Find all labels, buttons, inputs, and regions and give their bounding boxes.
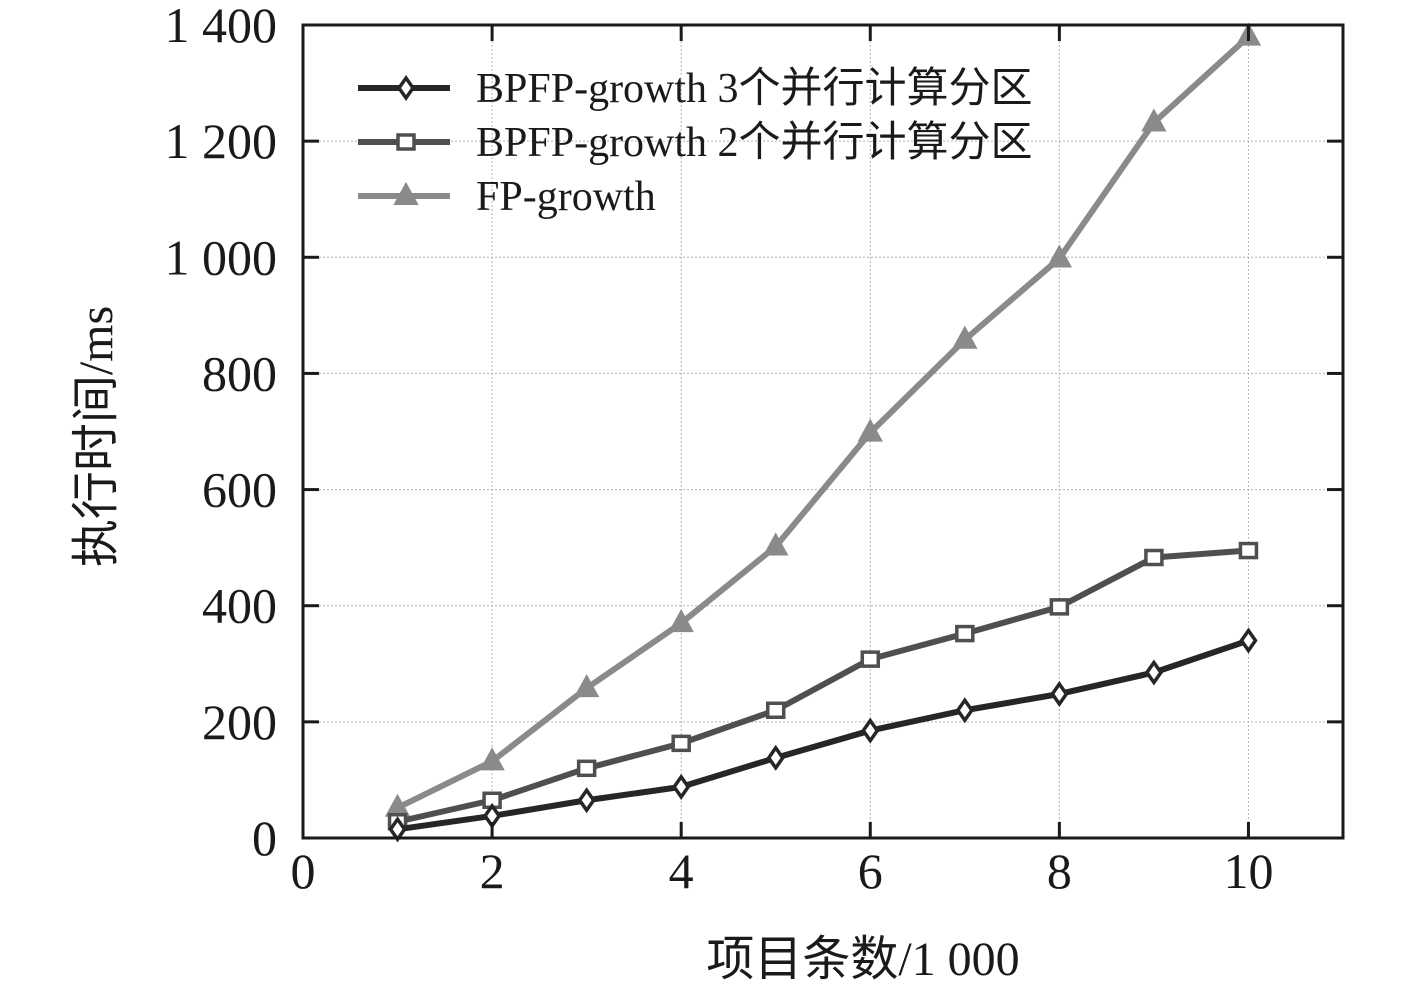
plot-frame <box>301 23 1345 840</box>
legend-label: BPFP-growth 3个并行计算分区 <box>476 66 1033 112</box>
data-point <box>577 787 596 814</box>
data-point <box>857 418 883 442</box>
data-point <box>1050 680 1069 708</box>
data-point <box>766 744 785 771</box>
x-tick-label: 4 <box>669 843 694 899</box>
data-point <box>955 697 974 724</box>
data-point <box>1141 108 1167 132</box>
data-point <box>952 325 978 349</box>
data-point <box>763 532 789 556</box>
y-tick-label: 1 200 <box>165 113 278 169</box>
axis-tick-labels: 0 2 4 6 8 10 0 200 400 600 800 1 000 1 200 1 400 <box>165 0 1274 899</box>
x-tick-label: 10 <box>1223 843 1273 899</box>
x-tick-label: 2 <box>480 843 505 899</box>
data-point <box>1239 627 1258 654</box>
x-axis-label: 项目条数/1 000 <box>706 933 1019 986</box>
legend-label: FP-growth <box>476 174 656 220</box>
y-tick-label: 1 400 <box>165 0 278 53</box>
axis-ticks <box>301 23 1343 840</box>
data-point <box>861 717 880 744</box>
y-tick-label: 200 <box>202 694 277 750</box>
legend-item: BPFP-growth 3个并行计算分区 <box>358 66 1033 112</box>
data-point <box>860 650 881 668</box>
series-group <box>384 22 1262 843</box>
x-tick-label: 8 <box>1047 843 1072 899</box>
data-point <box>765 701 786 719</box>
data-point <box>955 624 975 643</box>
data-point <box>1238 541 1259 560</box>
y-axis-label: 执行时间/ms <box>70 306 123 567</box>
data-point <box>573 674 600 698</box>
data-point <box>668 609 694 633</box>
legend-item: BPFP-growth 2个并行计算分区 <box>358 120 1033 166</box>
y-tick-label: 0 <box>252 810 277 866</box>
series-line <box>397 637 1250 833</box>
series-3 <box>384 22 1262 817</box>
data-point <box>1046 244 1073 268</box>
y-tick-label: 400 <box>202 578 277 634</box>
data-point <box>479 747 505 771</box>
y-tick-label: 800 <box>202 345 277 401</box>
series-line <box>396 547 1249 825</box>
x-tick-label: 6 <box>858 843 883 899</box>
data-point <box>1049 598 1070 616</box>
legend-item: FP-growth <box>358 174 656 220</box>
data-point <box>576 759 597 778</box>
data-point <box>671 734 691 753</box>
data-point <box>672 773 691 800</box>
series-2 <box>387 541 1259 831</box>
series-line <box>396 34 1251 811</box>
series-1 <box>388 627 1258 843</box>
legend-label: BPFP-growth 2个并行计算分区 <box>476 120 1033 166</box>
legend-marker <box>393 181 419 205</box>
x-tick-label: 0 <box>291 843 316 899</box>
legend-marker <box>396 133 416 151</box>
y-tick-label: 600 <box>202 462 277 518</box>
data-point <box>1144 659 1164 686</box>
legend-marker <box>396 74 416 102</box>
legend: BPFP-growth 3个并行计算分区 BPFP-growth 2个并行计算分区… <box>358 66 1033 220</box>
data-point <box>1144 548 1164 567</box>
y-tick-label: 1 000 <box>165 229 278 285</box>
